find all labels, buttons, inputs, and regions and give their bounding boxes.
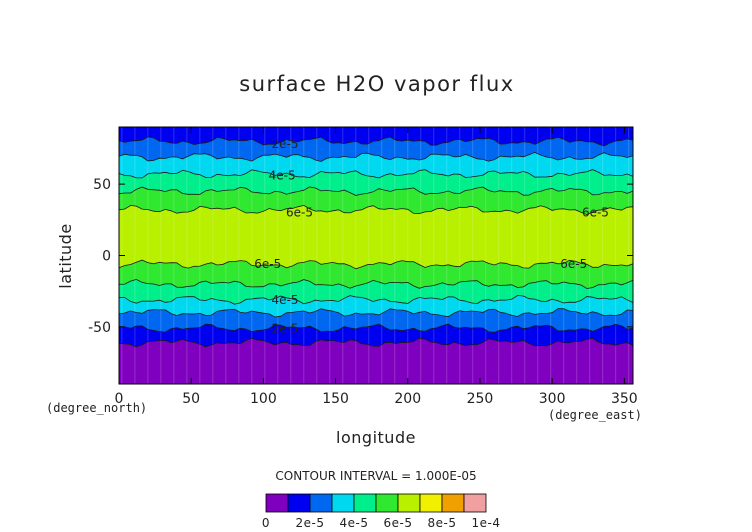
contour-label: 6e-5 — [286, 206, 313, 220]
contour-line — [118, 204, 634, 216]
contour-label: 4e-5 — [269, 169, 296, 183]
contour-band — [119, 308, 633, 333]
x-axis-label: longitude — [336, 428, 416, 447]
contour-band — [119, 295, 633, 317]
colorbar-label: 0 — [262, 516, 270, 530]
colorbar-label: 2e-5 — [296, 516, 325, 530]
x-tick-label: 300 — [539, 391, 566, 407]
contour-band — [119, 136, 633, 162]
colorbar-label: 6e-5 — [384, 516, 413, 530]
colorbar-swatch — [419, 493, 443, 513]
colorbar-swatch — [265, 493, 289, 513]
colorbar-swatch — [287, 493, 311, 513]
colorbar-label: 8e-5 — [428, 516, 457, 530]
contour-line — [118, 186, 634, 196]
y-unit-label: (degree_north) — [46, 401, 147, 415]
x-tick-label: 200 — [394, 391, 421, 407]
contour-label: 6e-5 — [582, 206, 609, 220]
contour-label: 6e-5 — [560, 257, 587, 271]
chart-title: surface H2O vapor flux — [239, 72, 514, 96]
y-axis-ticks: -50 0 50 — [88, 177, 633, 336]
colorbar-swatch — [309, 493, 333, 513]
x-tick-label: 250 — [467, 391, 494, 407]
meridian-streaks — [121, 127, 630, 384]
contour-line — [118, 308, 634, 318]
x-tick-label: 100 — [250, 391, 277, 407]
colorbar-label: 4e-5 — [340, 516, 369, 530]
contour-label: 6e-5 — [254, 257, 281, 271]
colorbar-swatch — [463, 493, 487, 513]
contour-line — [118, 259, 634, 270]
x-axis-ticks: 0 50 100 150 200 250 300 350 — [115, 127, 638, 407]
x-tick-label: 350 — [611, 391, 638, 407]
colorbar-swatch — [375, 493, 399, 513]
y-axis-label: latitude — [56, 223, 75, 288]
colorbar: 0 2e-5 4e-5 6e-5 8e-5 1e-4 — [262, 493, 501, 530]
x-tick-label: 50 — [182, 391, 200, 407]
contour-band — [119, 127, 633, 146]
contour-bands — [119, 127, 633, 384]
y-tick-label: 0 — [102, 249, 111, 265]
plot-area: 2e-5 4e-5 6e-5 6e-5 6e-5 6e-5 4e-5 2e-5 — [118, 126, 634, 385]
contour-band — [119, 260, 633, 289]
colorbar-swatch — [331, 493, 355, 513]
contour-labels: 2e-5 4e-5 6e-5 6e-5 6e-5 6e-5 4e-5 2e-5 — [254, 137, 609, 335]
contour-line — [118, 278, 634, 289]
contour-band — [119, 186, 633, 215]
contour-line — [118, 151, 634, 162]
contour-line — [118, 295, 634, 305]
colorbar-swatch — [353, 493, 377, 513]
contour-band — [119, 152, 633, 178]
colorbar-swatch — [441, 493, 465, 513]
contour-line — [118, 136, 634, 147]
contour-band — [119, 338, 633, 384]
contour-interval-label: CONTOUR INTERVAL = 1.000E-05 — [275, 469, 476, 483]
y-tick-label: 50 — [93, 177, 111, 193]
x-unit-label: (degree_east) — [548, 408, 642, 422]
contour-line — [118, 323, 634, 333]
colorbar-swatch — [397, 493, 421, 513]
contour-label: 4e-5 — [272, 293, 299, 307]
contour-band — [119, 205, 633, 269]
x-tick-label: 150 — [322, 391, 349, 407]
y-tick-label: -50 — [88, 320, 111, 336]
contour-line — [118, 337, 634, 348]
colorbar-label: 1e-4 — [472, 516, 501, 530]
contour-line — [118, 169, 634, 179]
contour-label: 2e-5 — [272, 321, 299, 335]
x-tick-label: 0 — [115, 391, 124, 407]
contour-label: 2e-5 — [272, 137, 299, 151]
contour-lines — [118, 136, 634, 348]
